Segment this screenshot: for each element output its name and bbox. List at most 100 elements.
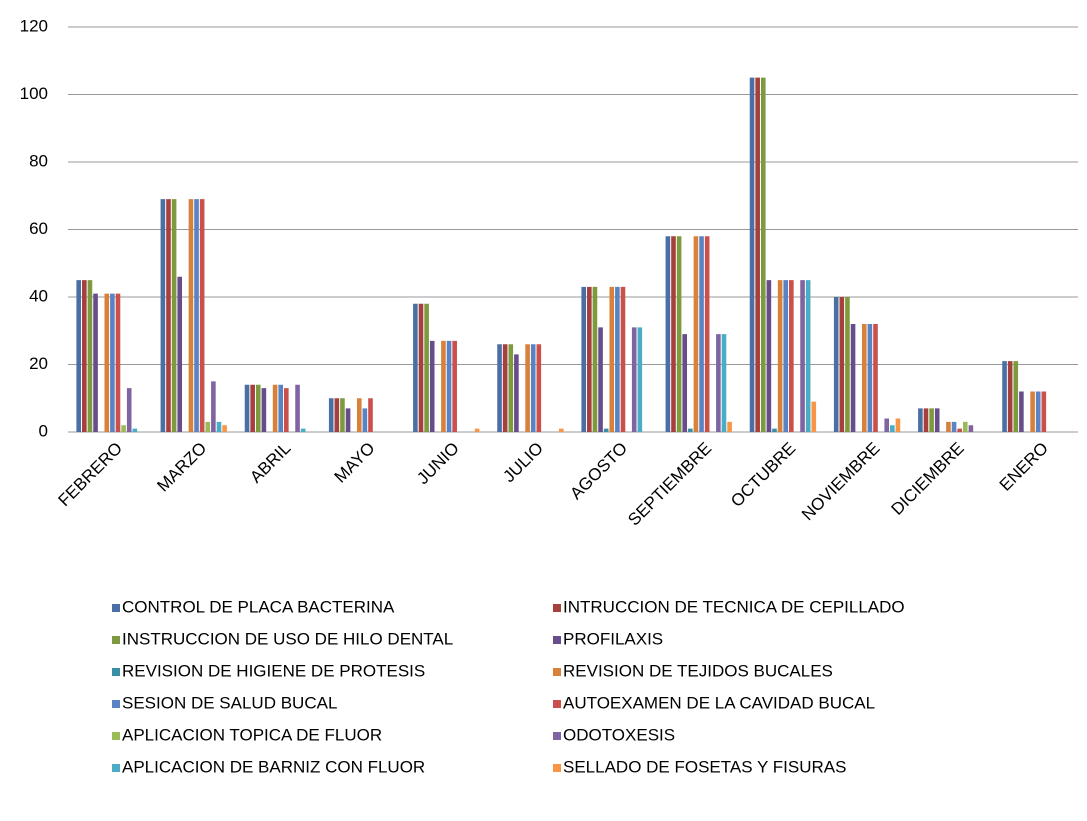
- bar: [362, 408, 368, 432]
- bar: [244, 384, 250, 432]
- bar: [368, 398, 373, 432]
- bar: [284, 388, 289, 432]
- bar: [587, 286, 592, 432]
- bar: [132, 428, 138, 432]
- bar: [805, 280, 811, 432]
- bar: [946, 421, 951, 432]
- x-tick-label: SEPTIEMBRE: [624, 439, 715, 530]
- bar: [110, 293, 115, 432]
- bar: [603, 428, 609, 432]
- bar: [211, 381, 216, 432]
- x-tick-label: ABRIL: [246, 439, 294, 487]
- bar: [637, 327, 643, 432]
- bar: [441, 340, 446, 432]
- bar: [272, 384, 278, 432]
- bar: [126, 388, 132, 432]
- bar: [413, 303, 418, 432]
- bar: [755, 77, 760, 432]
- bar: [356, 398, 362, 432]
- y-tick-label: 80: [29, 151, 48, 170]
- bar: [615, 286, 620, 432]
- bar: [861, 324, 867, 432]
- x-tick-label: JUNIO: [413, 439, 462, 488]
- y-tick-label: 20: [29, 354, 48, 373]
- bar: [682, 334, 688, 432]
- y-tick-label: 0: [39, 421, 48, 440]
- bar: [340, 398, 345, 432]
- legend-label: APLICACION TOPICA DE FLUOR: [122, 725, 382, 744]
- legend-swatch: [112, 764, 120, 772]
- bar: [777, 280, 783, 432]
- bar: [766, 280, 772, 432]
- x-tick-label: OCTUBRE: [727, 439, 799, 511]
- y-tick-label: 100: [20, 84, 48, 103]
- bar: [833, 297, 839, 432]
- legend-label: REVISION DE TEJIDOS BUCALES: [563, 661, 833, 680]
- bar: [598, 327, 603, 432]
- bar: [760, 77, 766, 432]
- bar: [1035, 391, 1041, 432]
- bar: [295, 384, 300, 432]
- x-tick-label: AGOSTO: [566, 439, 631, 504]
- bar: [525, 344, 530, 432]
- bar: [620, 286, 626, 432]
- bar: [194, 199, 199, 432]
- legend-swatch: [112, 668, 120, 676]
- legend-swatch: [553, 700, 561, 708]
- bar: [929, 408, 934, 432]
- bar: [255, 384, 261, 432]
- bar: [867, 324, 873, 432]
- legend-label: SELLADO DE FOSETAS Y FISURAS: [563, 757, 846, 776]
- bar: [1030, 391, 1035, 432]
- bar: [261, 388, 267, 432]
- bar: [82, 280, 87, 432]
- x-tick-label: MAYO: [331, 439, 379, 487]
- legend-swatch: [112, 732, 120, 740]
- bar: [502, 344, 508, 432]
- bar: [749, 77, 755, 432]
- legend-label: CONTROL DE PLACA BACTERINA: [122, 597, 395, 616]
- bar: [104, 293, 110, 432]
- legend-label: INSTRUCCION DE USO DE HILO DENTAL: [122, 629, 453, 648]
- bar: [727, 421, 732, 432]
- bar: [962, 421, 968, 432]
- bar: [884, 418, 890, 432]
- bar: [222, 425, 227, 432]
- bar: [508, 344, 514, 432]
- bar: [345, 408, 351, 432]
- bar: [514, 354, 519, 432]
- legend-label: AUTOEXAMEN DE LA CAVIDAD BUCAL: [563, 693, 875, 712]
- bar: [609, 286, 615, 432]
- bar: [957, 428, 962, 432]
- bar: [676, 236, 682, 432]
- bar: [205, 421, 211, 432]
- legend-label: INTRUCCION DE TECNICA DE CEPILLADO: [563, 597, 905, 616]
- legend-swatch: [553, 604, 561, 612]
- bar: [631, 327, 637, 432]
- bar: [1019, 391, 1024, 432]
- bar: [166, 199, 171, 432]
- bar: [789, 280, 794, 432]
- bar: [1002, 361, 1007, 432]
- bar: [783, 280, 789, 432]
- bar: [497, 344, 502, 432]
- bar: [934, 408, 940, 432]
- bar: [160, 199, 166, 432]
- bar: [418, 303, 424, 432]
- bar: [699, 236, 704, 432]
- bar: [530, 344, 536, 432]
- bar: [328, 398, 334, 432]
- legend-label: ODOTOXESIS: [563, 725, 675, 744]
- x-tick-label: DICIEMBRE: [888, 439, 968, 519]
- bar: [429, 340, 435, 432]
- bar: [121, 425, 126, 432]
- legend-swatch: [553, 732, 561, 740]
- bar: [772, 428, 777, 432]
- legend-label: REVISION DE HIGIENE DE PROTESIS: [122, 661, 425, 680]
- bar: [93, 293, 98, 432]
- bar: [278, 384, 284, 432]
- legend-label: PROFILAXIS: [563, 629, 663, 648]
- bar: [250, 384, 255, 432]
- bar: [536, 344, 542, 432]
